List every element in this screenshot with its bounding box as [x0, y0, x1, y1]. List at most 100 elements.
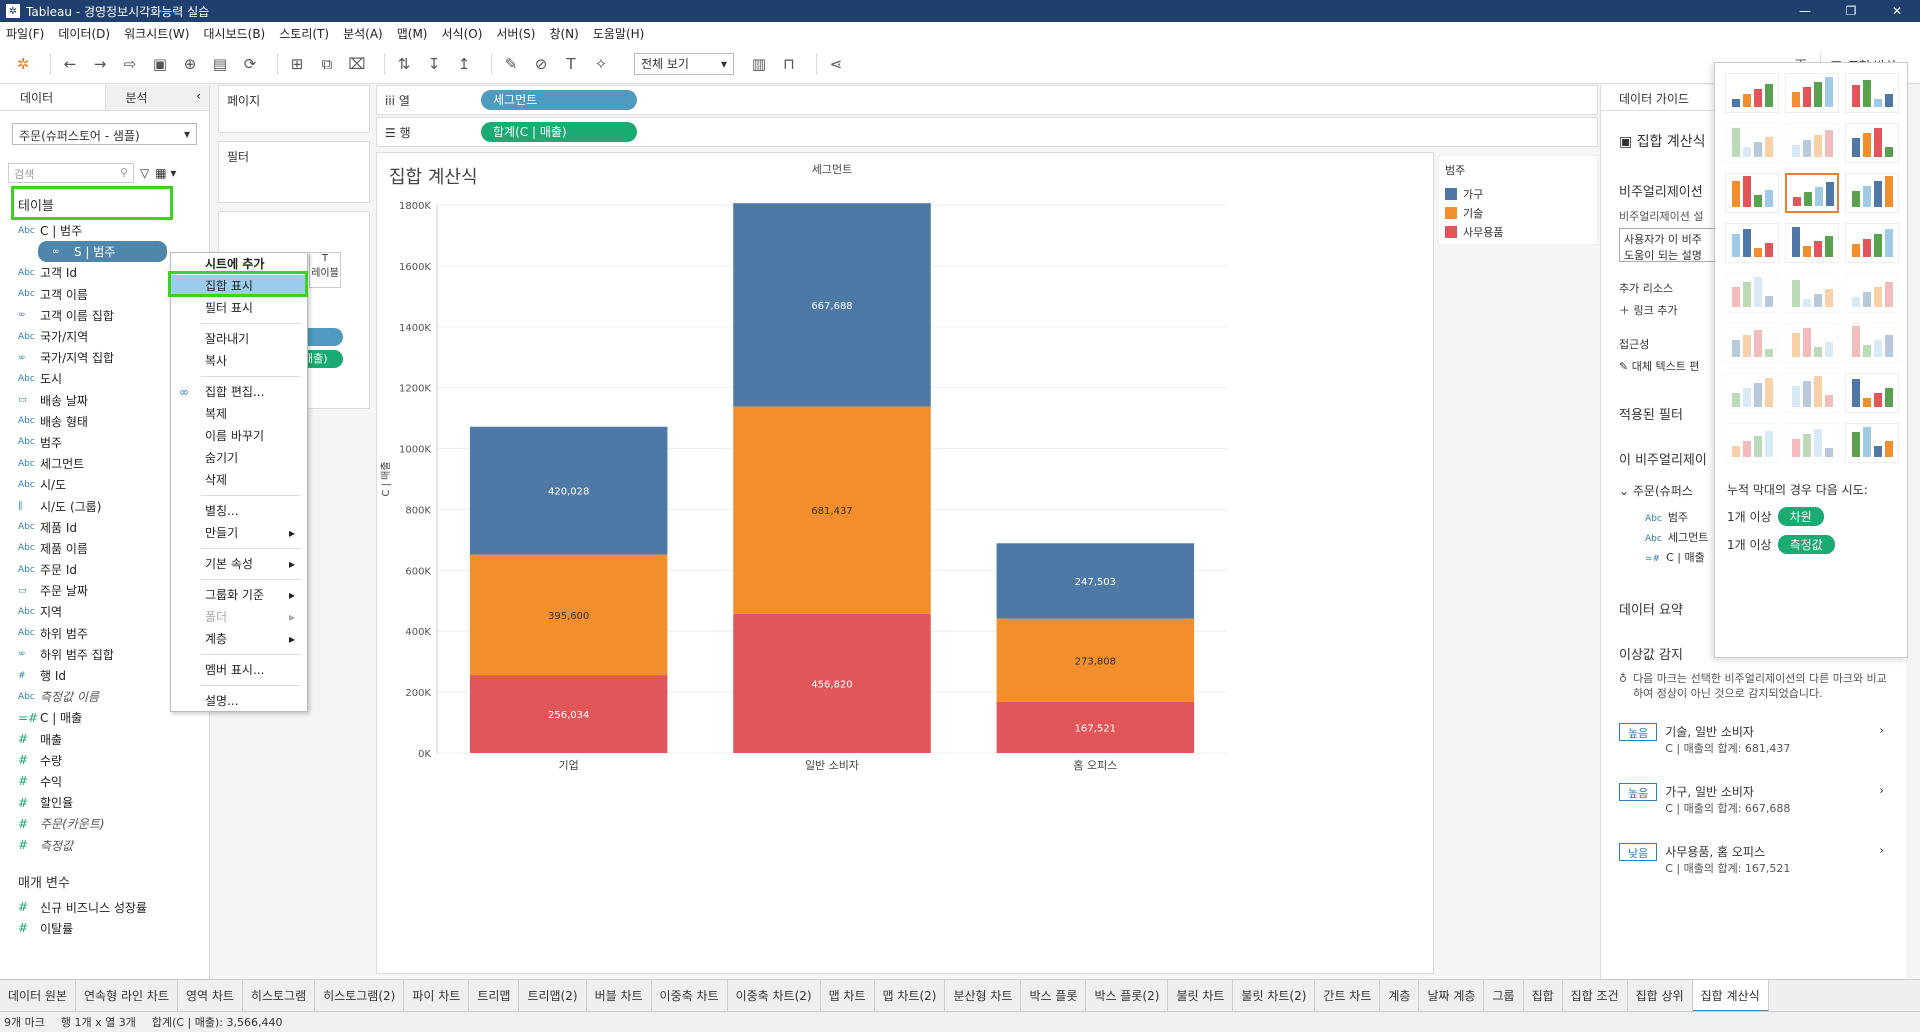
treemap-icon[interactable] [1725, 223, 1779, 263]
field-item[interactable]: ∞ 하위 범주 집합 [0, 644, 209, 665]
context-menu-item[interactable]: 삭제 [171, 469, 307, 491]
menu-item[interactable]: 파일(F) [6, 26, 45, 41]
view-options-icon[interactable]: ▦ ▾ [155, 166, 177, 180]
sheet-tab[interactable]: 간트 차트 [1315, 980, 1381, 1011]
field-item[interactable]: # 측정값 [0, 834, 209, 855]
sheet-tab[interactable]: 박스 플롯(2) [1086, 980, 1169, 1011]
source-row[interactable]: ⌄ 주문(슈퍼스 [1619, 482, 1888, 499]
bar-segment[interactable] [733, 613, 931, 753]
dual-lines-icon[interactable] [1845, 273, 1899, 313]
field-item[interactable]: Abc 국가/지역 [0, 326, 209, 347]
parameter-item[interactable]: # 신규 비즈니스 성장률 [0, 897, 209, 918]
highlight-table-icon[interactable] [1845, 73, 1899, 113]
menu-item[interactable]: 창(N) [549, 26, 579, 41]
sheet-tab[interactable]: 트리맵 [469, 980, 520, 1011]
field-item[interactable]: Abc 제품 이름 [0, 538, 209, 559]
scatter-plot-icon[interactable] [1725, 373, 1779, 413]
share-icon[interactable]: ⋖ [829, 54, 843, 73]
sort-ascending-icon[interactable]: ↧ [427, 54, 441, 73]
sheet-tab[interactable]: 분산형 차트 [945, 980, 1022, 1011]
field-item[interactable]: ▭ 배송 날짜 [0, 390, 209, 411]
clear-sheet-icon[interactable]: ⌧ [348, 54, 366, 73]
new-datasource-icon[interactable]: ⊕ [183, 54, 197, 73]
field-item[interactable]: Abc 제품 Id [0, 517, 209, 538]
menu-item[interactable]: 데이터(D) [58, 26, 111, 41]
search-input[interactable]: 검색 ⚲ [8, 163, 134, 183]
sheet-tab[interactable]: 계층 [1380, 980, 1420, 1011]
lines-continuous-icon[interactable] [1785, 273, 1839, 313]
field-item[interactable]: Abc 고객 이름 [0, 284, 209, 305]
menu-item[interactable]: 맵(M) [396, 26, 428, 41]
stacked-bars-icon[interactable] [1785, 173, 1839, 213]
context-menu-item[interactable]: 만들기 ▸ [171, 522, 307, 544]
packed-bubbles-icon[interactable] [1845, 423, 1899, 463]
columns-shelf[interactable]: iii 열 세그먼트 [376, 85, 1598, 115]
tab-data[interactable]: 데이터 [0, 85, 105, 110]
field-item[interactable]: Abc 지역 [0, 601, 209, 622]
bar-segment[interactable] [469, 675, 668, 753]
sheet-tab[interactable]: 영역 차트 [178, 980, 243, 1011]
field-item[interactable]: Abc 측정값 이름 [0, 686, 209, 707]
maximize-button[interactable]: ❐ [1845, 4, 1857, 18]
marks-pill-label[interactable]: 매출) [297, 350, 343, 368]
context-menu-item[interactable]: 별칭... [171, 500, 307, 522]
side-by-side-bars-icon[interactable] [1845, 173, 1899, 213]
context-menu-item[interactable]: 시트에 추가 [171, 253, 307, 275]
parameter-item[interactable]: # 이탈률 [0, 918, 209, 939]
field-item[interactable]: ▭ 주문 날짜 [0, 580, 209, 601]
field-item[interactable]: Abc 시/도 [0, 474, 209, 495]
gantt-chart-icon[interactable] [1725, 423, 1779, 463]
marks-label-button[interactable]: T 레이블 [309, 252, 341, 288]
context-menu-item[interactable]: 복사 [171, 350, 307, 372]
filter-icon[interactable]: ▽ [140, 166, 150, 180]
filled-map-icon[interactable] [1785, 123, 1839, 163]
pie-chart-icon[interactable] [1845, 123, 1899, 163]
field-item[interactable]: ∥ 시/도 (그룹) [0, 495, 209, 516]
field-item[interactable]: =# C | 매출 [0, 707, 209, 728]
label-icon[interactable]: T [566, 54, 576, 73]
sheet-tab[interactable]: 맵 차트(2) [875, 980, 946, 1011]
sheet-tab[interactable]: 데이터 원본 [0, 980, 77, 1011]
lines-discrete-icon[interactable] [1725, 273, 1779, 313]
replay-icon[interactable]: ⇨ [123, 54, 137, 73]
sheet-tab[interactable]: 맵 차트 [821, 980, 875, 1011]
field-item[interactable]: # 수량 [0, 750, 209, 771]
context-menu-item[interactable]: 그룹화 기준 ▸ [171, 584, 307, 606]
tab-analysis[interactable]: 분석 ‹ [104, 85, 209, 110]
swap-icon[interactable]: ⇅ [397, 54, 411, 73]
sheet-tab[interactable]: 히스토그램(2) [315, 980, 405, 1011]
text-table-icon[interactable] [1725, 73, 1779, 113]
show-cards-icon[interactable]: ▥ [751, 54, 767, 73]
heat-map-icon[interactable] [1785, 73, 1839, 113]
horizontal-bars-icon[interactable] [1725, 173, 1779, 213]
field-item[interactable]: Abc 하위 범주 [0, 623, 209, 644]
new-worksheet-icon[interactable]: ⊞ [290, 54, 304, 73]
sheet-tab[interactable]: 집합 [1524, 980, 1563, 1011]
columns-pill[interactable]: 세그먼트 [481, 90, 637, 110]
sheet-tab[interactable]: 트리맵(2) [519, 980, 587, 1011]
menu-item[interactable]: 도움말(H) [592, 26, 645, 41]
field-item[interactable]: # 할인율 [0, 792, 209, 813]
bar-segment[interactable] [996, 618, 1195, 702]
context-menu-item[interactable]: 잘라내기 [171, 328, 307, 350]
outlier-item[interactable]: 낮음 사무용품, 홈 오피스 C | 매출의 합계: 167,521 › [1619, 843, 1888, 903]
alt-text-button[interactable]: ✎ 대체 텍스트 편 [1619, 358, 1888, 374]
legend[interactable]: 범주 가구 기술 사무용품 [1438, 155, 1598, 245]
filters-card[interactable]: 필터 [218, 141, 370, 203]
sheet-tab[interactable]: 집합 조건 [1563, 980, 1628, 1011]
outlier-item[interactable]: 높음 가구, 일반 소비자 C | 매출의 합계: 667,688 › [1619, 783, 1888, 843]
field-item[interactable]: Abc 범주 [0, 432, 209, 453]
viz-desc-box[interactable]: 사용자가 이 비주 도움이 되는 설명 [1619, 228, 1727, 262]
sheet-tab[interactable]: 연속형 라인 차트 [76, 980, 178, 1011]
sheet-tab[interactable]: 이중축 차트(2) [728, 980, 821, 1011]
bar-segment[interactable] [733, 406, 931, 614]
sheet-tab[interactable]: 불릿 차트(2) [1233, 980, 1316, 1011]
bar-segment[interactable] [469, 426, 668, 555]
collapse-icon[interactable]: ‹ [196, 89, 201, 103]
sheet-tab[interactable]: 그룹 [1484, 980, 1524, 1011]
context-menu-item[interactable]: 필터 표시 [171, 297, 307, 319]
close-button[interactable]: ✕ [1891, 4, 1903, 18]
field-item[interactable]: Abc C | 범주 [0, 220, 209, 241]
outlier-item[interactable]: 높음 기술, 일반 소비자 C | 매출의 합계: 681,437 › [1619, 723, 1888, 783]
duplicate-sheet-icon[interactable]: ⧉ [321, 54, 333, 73]
